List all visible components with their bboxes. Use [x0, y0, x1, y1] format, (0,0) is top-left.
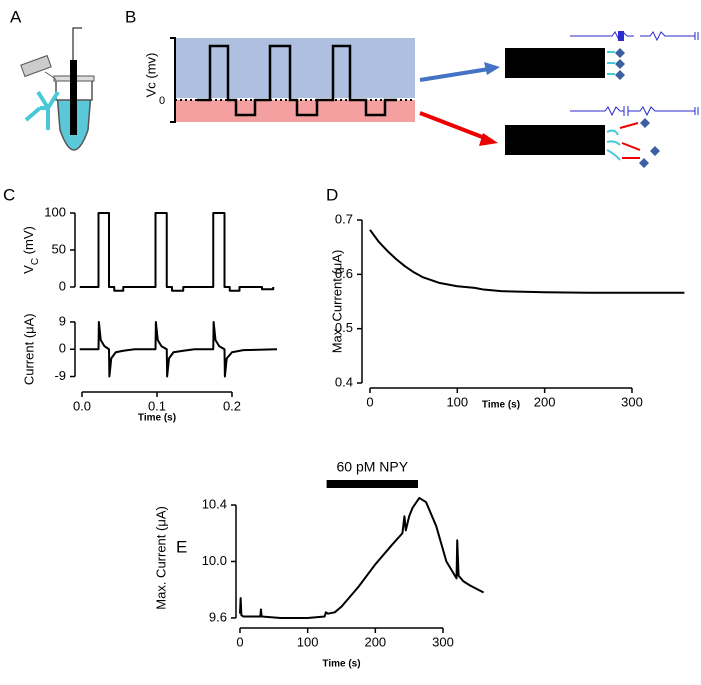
y-tick-label: 0.7: [335, 211, 353, 226]
x-tick-label: 200: [534, 394, 556, 409]
y-tick-label: 9: [59, 313, 66, 328]
y-tick-label: 50: [52, 241, 66, 256]
y-tick-label: 100: [44, 204, 66, 219]
y-tick-label: -9: [54, 368, 66, 383]
y-axis-label-part: V: [21, 265, 36, 274]
x-tick-label: 300: [621, 394, 643, 409]
y-tick-label: 10.4: [202, 496, 227, 511]
data-line: [238, 496, 485, 619]
tube-illustration: [20, 27, 95, 151]
y-tick-label: 9.6: [209, 609, 227, 624]
x-tick-label: 300: [432, 634, 454, 649]
y-axis-label: Current (μA): [21, 313, 36, 385]
panel-label: E: [176, 537, 187, 556]
panel-label: D: [326, 185, 338, 204]
y-tick-label: 10.0: [202, 553, 227, 568]
diagram-ylabel: Vc (mv): [143, 53, 158, 98]
x-tick-label: 100: [297, 634, 319, 649]
x-tick-label: 0.1: [148, 398, 166, 413]
y-tick-label: 0: [59, 278, 66, 293]
y-tick-label: 0: [59, 341, 66, 356]
data-line: [79, 320, 278, 378]
y-axis-label-part: C: [30, 258, 41, 265]
y-tick-label: 0.6: [335, 266, 353, 281]
x-tick-label: 0.2: [223, 398, 241, 413]
diagram-zero-label: 0: [159, 95, 165, 107]
y-tick-label: 0.5: [335, 320, 353, 335]
waveform-diagram: [170, 31, 699, 168]
data-line: [79, 212, 275, 292]
x-tick-label: 0: [366, 394, 373, 409]
y-tick-label: 0.4: [335, 374, 353, 389]
x-tick-label: 100: [446, 394, 468, 409]
x-tick-label: 0: [236, 634, 243, 649]
panel-label: B: [125, 7, 136, 26]
annotation-bar: [326, 480, 418, 488]
y-axis-label: Max. Current (μA): [329, 250, 344, 354]
y-axis-label: Max. Current (μA): [153, 506, 168, 610]
x-tick-label: 0.0: [73, 398, 91, 413]
y-axis-label-part: (mV): [21, 226, 36, 258]
panel-label: C: [3, 185, 15, 204]
x-tick-label: 200: [364, 634, 386, 649]
y-axis-label: VC (mV): [21, 226, 41, 274]
data-line: [369, 229, 685, 294]
x-axis-label: Time (s): [322, 659, 360, 670]
x-axis-label: Time (s): [482, 400, 520, 411]
panel-label: A: [10, 7, 22, 26]
x-axis-label: Time (s): [138, 413, 176, 424]
annotation-text: 60 pM NPY: [336, 459, 408, 475]
